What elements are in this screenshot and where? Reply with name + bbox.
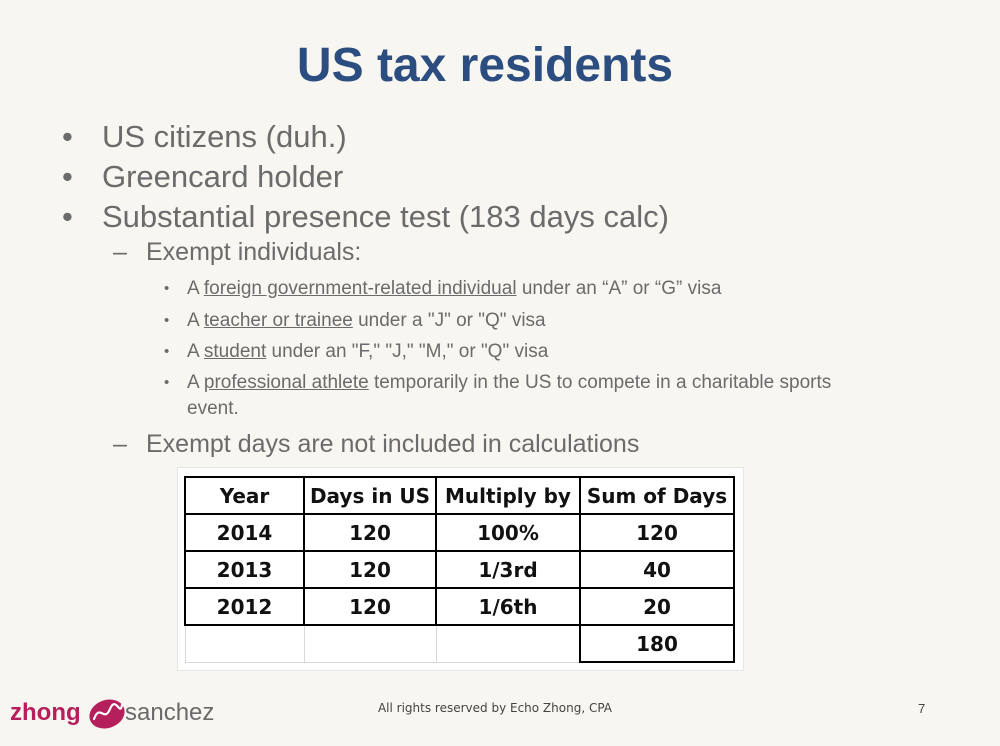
table-row: 2012 120 1/6th 20: [184, 587, 735, 626]
footer-copyright: All rights reserved by Echo Zhong, CPA: [377, 701, 613, 715]
bullet-text: US citizens (duh.): [102, 119, 347, 154]
cell-days: 120: [303, 587, 437, 626]
logo-text-zhong: zhong: [10, 699, 81, 726]
header-days-in-us: Days in US: [303, 476, 437, 515]
link-teacher-trainee[interactable]: teacher or trainee: [203, 310, 353, 331]
header-multiply-by: Multiply by: [435, 476, 581, 515]
dash-marker: –: [113, 238, 127, 266]
small-bullet: •: [164, 312, 170, 329]
cell-year: 2014: [184, 513, 305, 552]
bullet-text: Greencard holder: [102, 159, 344, 194]
days-table-image: Year Days in US Multiply by Sum of Days …: [177, 467, 744, 671]
small-bullet: •: [164, 374, 170, 391]
table-total-row: 180: [184, 624, 735, 663]
page-number: 7: [918, 701, 926, 716]
item-text: A: [187, 372, 204, 393]
empty-cell: [184, 624, 305, 663]
table-row: 2013 120 1/3rd 40: [184, 550, 735, 589]
logo-mark-icon: [89, 699, 125, 729]
dash-marker: –: [113, 430, 127, 458]
cell-total: 180: [579, 624, 735, 663]
item-text: temporarily in the US to compete in a ch…: [187, 372, 832, 419]
item-text: under an "F," "J," "M," or "Q" visa: [266, 341, 549, 362]
item-text: A: [187, 278, 204, 299]
cell-sum: 20: [579, 587, 735, 626]
cell-sum: 120: [579, 513, 735, 552]
cell-year: 2013: [184, 550, 305, 589]
item-text: A: [187, 310, 204, 331]
bullet-text: Substantial presence test (183 days calc…: [102, 199, 669, 234]
days-calculation-table: Year Days in US Multiply by Sum of Days …: [184, 476, 735, 663]
link-professional-athlete[interactable]: professional athlete: [203, 372, 369, 393]
cell-days: 120: [303, 550, 437, 589]
item-text: under an “A” or “G” visa: [516, 278, 722, 299]
empty-cell: [303, 624, 437, 663]
cell-year: 2012: [184, 587, 305, 626]
cell-multiplier: 1/6th: [435, 587, 581, 626]
item-text: A: [187, 341, 204, 362]
table-row: 2014 120 100% 120: [184, 513, 735, 552]
link-foreign-government[interactable]: foreign government-related individual: [203, 278, 517, 299]
link-student[interactable]: student: [203, 341, 267, 362]
table-header-row: Year Days in US Multiply by Sum of Days: [184, 476, 735, 515]
cell-sum: 40: [579, 550, 735, 589]
bullet-dot: •: [62, 159, 73, 194]
sub-bullet-text: Exempt days are not included in calculat…: [146, 430, 640, 458]
logo-text-sanchez: sanchez: [125, 699, 215, 726]
empty-cell: [435, 624, 581, 663]
slide-title: US tax residents: [296, 39, 674, 92]
item-text: under a "J" or "Q" visa: [352, 310, 546, 331]
bullet-dot: •: [62, 199, 73, 234]
cell-multiplier: 100%: [435, 513, 581, 552]
header-sum-of-days: Sum of Days: [579, 476, 735, 515]
small-bullet: •: [164, 343, 170, 360]
sub-bullet-text: Exempt individuals:: [146, 238, 362, 266]
cell-days: 120: [303, 513, 437, 552]
cell-multiplier: 1/3rd: [435, 550, 581, 589]
header-year: Year: [184, 476, 305, 515]
bullet-dot: •: [62, 119, 73, 154]
small-bullet: •: [164, 280, 170, 297]
